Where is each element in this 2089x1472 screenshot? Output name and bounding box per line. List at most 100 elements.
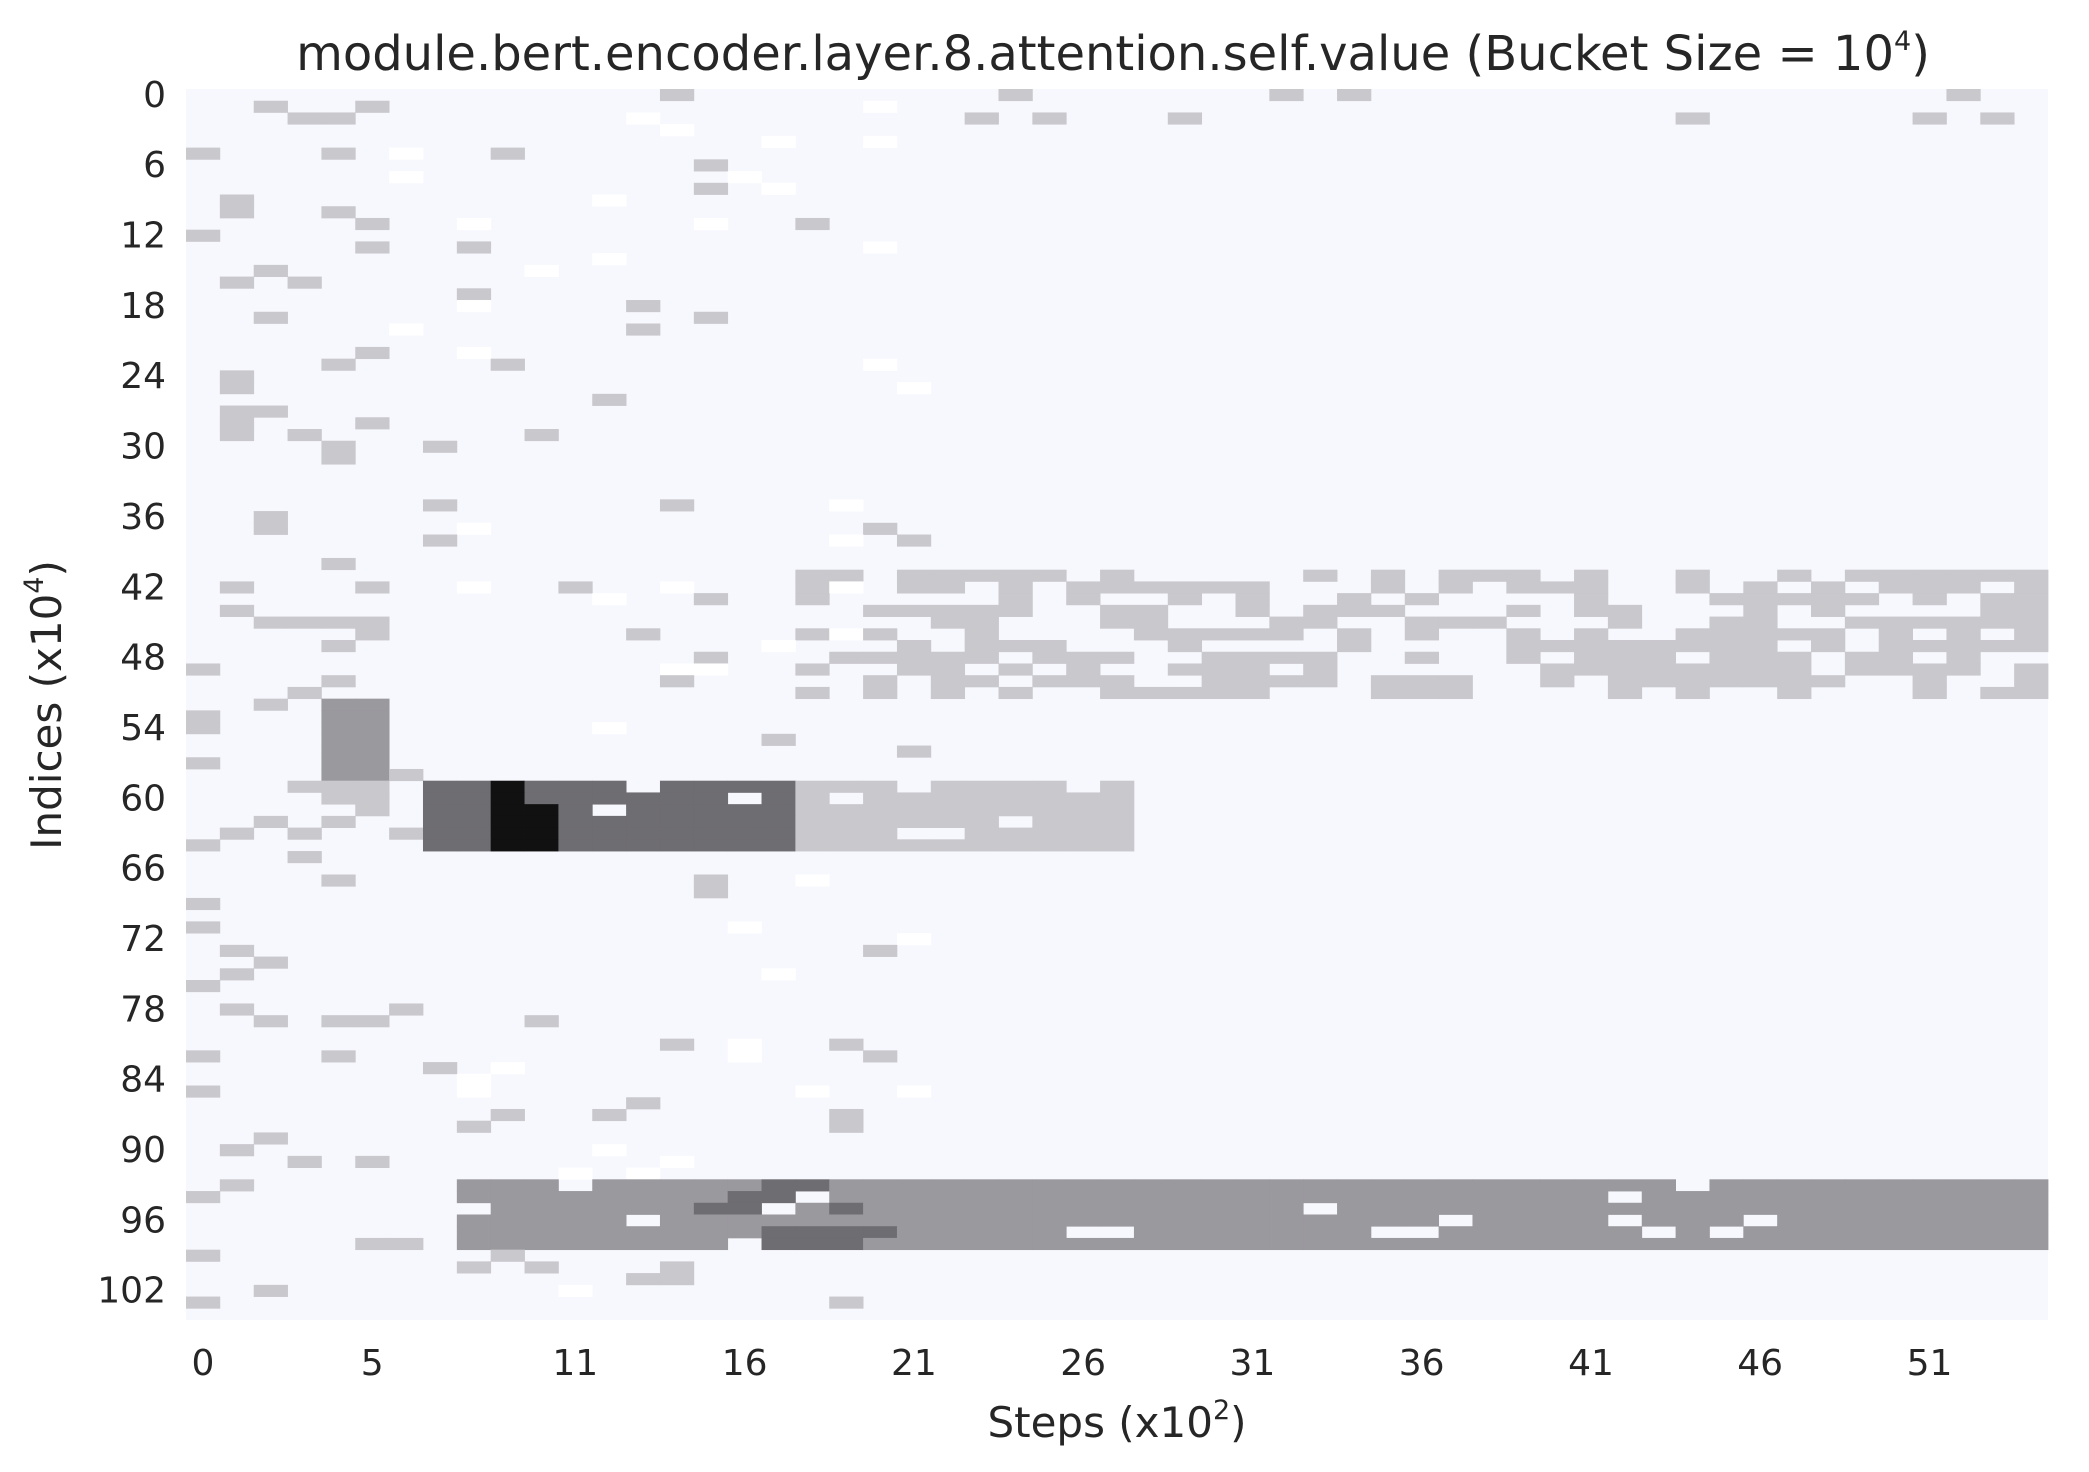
heatmap-cell: [1100, 1179, 1135, 1192]
heatmap-cell: [1404, 628, 1440, 641]
heatmap-cell: [1303, 1214, 1338, 1227]
heatmap-cell: [321, 1015, 356, 1028]
heatmap-cell: [321, 358, 356, 371]
heatmap-cell: [896, 1202, 932, 1215]
heatmap-cell: [795, 874, 830, 887]
heatmap-cell: [1032, 1214, 1067, 1227]
heatmap-cell: [456, 346, 492, 360]
heatmap-cell: [1201, 1191, 1236, 1204]
heatmap-cell: [863, 792, 898, 805]
heatmap-cell: [930, 1191, 966, 1204]
heatmap-cell: [287, 428, 322, 442]
y-tick-label: 84: [120, 1060, 166, 1101]
heatmap-cell: [693, 593, 729, 606]
heatmap-cell: [490, 792, 525, 805]
heatmap-cell: [693, 827, 729, 840]
heatmap-cell: [761, 135, 796, 149]
heatmap-cell: [1235, 1191, 1270, 1204]
heatmap-cell: [1777, 1214, 1812, 1227]
heatmap-cell: [321, 768, 356, 782]
heatmap-cell: [1303, 569, 1338, 582]
heatmap-cell: [1167, 1237, 1203, 1251]
heatmap-cell: [1235, 686, 1270, 700]
heatmap-cell: [1743, 604, 1778, 617]
heatmap-cell: [998, 1191, 1033, 1204]
heatmap-cell: [659, 815, 695, 828]
heatmap-cell: [1675, 581, 1710, 594]
y-axis-label: Indices (x104): [19, 560, 71, 850]
heatmap-cell: [389, 768, 424, 782]
heatmap-cell: [1337, 1237, 1372, 1251]
heatmap-cell: [1709, 616, 1744, 629]
heatmap-cell: [219, 944, 255, 957]
heatmap-cell: [592, 253, 627, 266]
heatmap-cell: [2014, 1191, 2049, 1204]
heatmap-cell: [524, 428, 559, 442]
heatmap-cell: [795, 815, 830, 828]
heatmap-cell: [1472, 1214, 1507, 1227]
heatmap-cell: [896, 839, 932, 852]
heatmap-cell: [727, 1050, 762, 1063]
heatmap-cell: [896, 651, 932, 664]
heatmap-cell: [490, 1202, 525, 1215]
heatmap-cell: [1912, 663, 1947, 676]
heatmap-cell: [1404, 1202, 1440, 1215]
heatmap-cell: [1201, 1214, 1236, 1227]
heatmap-cell: [727, 1038, 762, 1051]
heatmap-cell: [863, 628, 898, 641]
heatmap-cell: [1912, 640, 1947, 653]
heatmap-cell: [1675, 1191, 1710, 1204]
heatmap-cell: [998, 663, 1033, 676]
heatmap-cell: [659, 1179, 695, 1192]
heatmap-cell: [896, 1179, 932, 1192]
heatmap-cell: [693, 651, 729, 664]
heatmap-cell: [1404, 593, 1440, 606]
heatmap-cell: [186, 980, 221, 993]
heatmap-cell: [659, 780, 695, 793]
heatmap-cell: [1235, 651, 1270, 664]
heatmap-cell: [1201, 1237, 1236, 1251]
heatmap-cell: [1235, 1179, 1270, 1192]
heatmap-cell: [964, 628, 999, 641]
heatmap-cell: [355, 757, 390, 770]
heatmap-cell: [1878, 628, 1913, 641]
heatmap-cell: [1370, 569, 1406, 582]
heatmap-cell: [829, 499, 864, 512]
heatmap-cell: [1032, 827, 1067, 840]
heatmap-cell: [1269, 651, 1304, 664]
heatmap-cell: [456, 1214, 492, 1227]
y-tick-label: 60: [120, 778, 166, 819]
heatmap-cell: [998, 804, 1033, 817]
heatmap-cell: [558, 780, 593, 793]
x-tick-label: 11: [552, 1343, 598, 1384]
heatmap-cell: [1641, 1237, 1676, 1251]
heatmap-cell: [186, 1050, 221, 1063]
heatmap-cell: [1946, 651, 1981, 664]
y-tick-label: 0: [143, 75, 166, 116]
heatmap-cell: [287, 1155, 322, 1168]
heatmap-cell: [1066, 1179, 1101, 1192]
heatmap-cell: [795, 217, 830, 231]
heatmap-cell: [1574, 1179, 1609, 1192]
heatmap-cell: [1235, 675, 1270, 688]
heatmap-cell: [659, 663, 695, 676]
heatmap-cell: [727, 780, 762, 793]
heatmap-cell: [795, 1179, 830, 1192]
heatmap-cell: [355, 745, 390, 758]
heatmap-cell: [1269, 1237, 1304, 1251]
heatmap-cell: [964, 604, 999, 617]
heatmap-cell: [795, 1214, 830, 1227]
heatmap-cell: [930, 663, 966, 676]
heatmap-cell: [896, 1085, 932, 1098]
heatmap-cell: [727, 815, 762, 828]
heatmap-cell: [219, 276, 255, 289]
heatmap-cell: [1641, 640, 1676, 653]
heatmap-cell: [1574, 1226, 1609, 1239]
heatmap-cell: [355, 733, 390, 746]
heatmap-cell: [1066, 1237, 1101, 1251]
heatmap-cell: [592, 792, 627, 805]
heatmap-cell: [287, 112, 322, 125]
heatmap-cell: [1438, 1226, 1473, 1239]
heatmap-cell: [1540, 1237, 1575, 1251]
heatmap-cell: [1540, 640, 1575, 653]
